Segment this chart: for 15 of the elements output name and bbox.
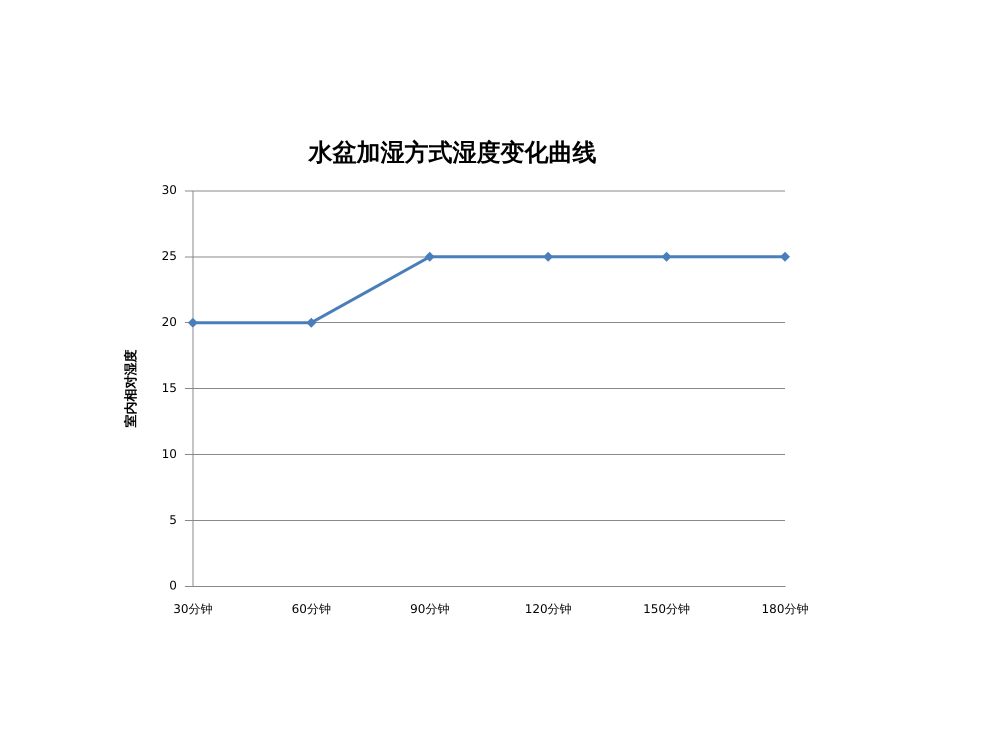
chart-title: 水盆加湿方式湿度变化曲线: [308, 138, 596, 167]
x-tick-label: 180分钟: [762, 602, 808, 616]
x-tick-label: 120分钟: [524, 602, 572, 616]
y-tick-label: 0: [169, 578, 177, 593]
y-tick-label: 10: [162, 446, 177, 461]
y-tick-label: 30: [162, 182, 177, 197]
y-tick-label: 15: [162, 380, 177, 395]
x-tick-label: 60分钟: [292, 602, 331, 616]
y-tick-label: 20: [162, 314, 177, 329]
x-tick-label: 30分钟: [173, 602, 213, 616]
y-tick-label: 25: [162, 248, 177, 263]
y-tick-label: 5: [169, 512, 177, 527]
y-axis-title: 室内相对湿度: [123, 350, 140, 428]
x-tick-label: 150分钟: [643, 602, 690, 616]
x-tick-label: 90分钟: [410, 602, 450, 616]
